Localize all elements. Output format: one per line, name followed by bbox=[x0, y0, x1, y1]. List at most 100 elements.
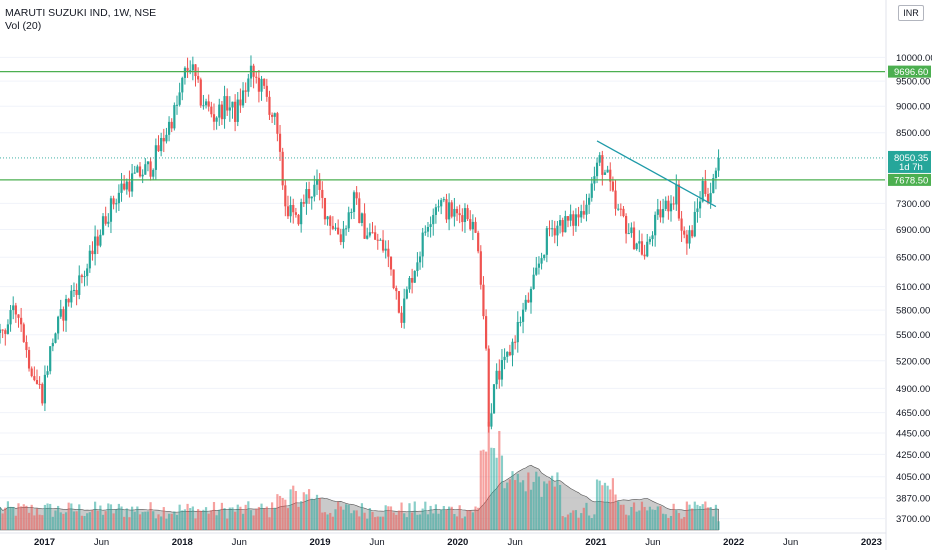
candle-body bbox=[659, 209, 662, 218]
candle-body bbox=[450, 202, 453, 217]
candle-body bbox=[38, 383, 41, 385]
volume-bar bbox=[191, 506, 194, 530]
candle-body bbox=[405, 289, 408, 299]
currency-button[interactable]: INR bbox=[898, 5, 924, 21]
candle-body bbox=[133, 172, 136, 174]
candle-body bbox=[426, 226, 430, 232]
candle-body bbox=[484, 316, 488, 349]
volume-indicator-label[interactable]: Vol (20) bbox=[5, 20, 42, 32]
volume-bar bbox=[471, 512, 474, 530]
volume-bar bbox=[352, 510, 356, 530]
candle-body bbox=[41, 384, 44, 404]
candle-body bbox=[551, 228, 554, 230]
volume-bar bbox=[210, 510, 213, 530]
volume-bar bbox=[516, 473, 519, 530]
volume-bar bbox=[611, 478, 614, 530]
price-axis[interactable]: 10000.00 9500.00 9000.00 8500.00 7300.00 6900… bbox=[885, 0, 932, 550]
candle-body bbox=[4, 330, 7, 334]
candle-body bbox=[344, 228, 348, 230]
volume-bar bbox=[461, 518, 464, 530]
candle-body bbox=[170, 121, 173, 129]
volume-bar bbox=[228, 507, 231, 530]
volume-bar bbox=[35, 508, 39, 530]
volume-bar bbox=[273, 507, 276, 530]
candle-body bbox=[471, 221, 474, 230]
volume-bar bbox=[284, 499, 287, 530]
candle-body bbox=[236, 99, 239, 122]
volume-bar bbox=[683, 517, 686, 530]
candle-body bbox=[588, 197, 591, 205]
candle-body bbox=[94, 236, 97, 255]
volume-bar bbox=[12, 506, 15, 530]
volume-bar bbox=[334, 509, 337, 530]
volume-bar bbox=[595, 479, 599, 530]
candle-body bbox=[580, 211, 583, 218]
volume-bar bbox=[80, 515, 83, 530]
volume-bar bbox=[342, 509, 345, 530]
volume-bar bbox=[572, 510, 575, 530]
volume-bar bbox=[524, 491, 527, 530]
candle-body bbox=[49, 346, 52, 372]
volume-bar bbox=[96, 510, 99, 530]
candle-body bbox=[627, 233, 630, 235]
candle-body bbox=[474, 221, 477, 233]
candle-body bbox=[709, 193, 712, 203]
volume-bar bbox=[20, 506, 23, 530]
volume-bar bbox=[326, 514, 329, 530]
volume-bar bbox=[698, 506, 702, 530]
volume-bar bbox=[313, 499, 316, 530]
candle-body bbox=[96, 236, 99, 246]
candle-body bbox=[33, 376, 36, 381]
volume-bar bbox=[387, 506, 390, 530]
candle-body bbox=[381, 239, 385, 251]
trend-line-group[interactable] bbox=[596, 140, 717, 208]
volume-bar bbox=[437, 513, 440, 530]
volume-bar bbox=[458, 505, 461, 530]
candle-body bbox=[120, 183, 123, 193]
volume-bar bbox=[455, 516, 459, 530]
volume-bar bbox=[463, 516, 467, 530]
candle-body bbox=[59, 309, 62, 317]
candle-body bbox=[434, 207, 437, 215]
volume-bar bbox=[574, 510, 578, 530]
candle-body bbox=[553, 228, 556, 236]
volume-bar bbox=[648, 506, 651, 530]
candle-body bbox=[173, 105, 176, 129]
symbol-title[interactable]: MARUTI SUZUKI IND, 1W, NSE bbox=[5, 7, 157, 19]
candle-body bbox=[461, 215, 464, 223]
volume-bar bbox=[688, 504, 691, 530]
candle-body bbox=[590, 183, 593, 198]
candle-body bbox=[574, 214, 578, 226]
volume-bar bbox=[588, 515, 591, 530]
volume-bar bbox=[405, 517, 408, 530]
volume-bar bbox=[249, 510, 253, 530]
candle-body bbox=[130, 173, 134, 192]
candle-body bbox=[14, 305, 17, 315]
volume-bar bbox=[498, 430, 501, 530]
candle-body bbox=[387, 248, 390, 257]
volume-bar bbox=[677, 513, 681, 530]
volume-bar bbox=[421, 508, 424, 530]
candle-body bbox=[527, 299, 530, 303]
candle-body bbox=[241, 90, 245, 106]
volume-bar bbox=[535, 471, 538, 530]
time-axis[interactable]: 2017 Jun 2018 Jun 2019 Jun 2020 Jun 2021 Jun 2022 J… bbox=[0, 532, 886, 548]
candle-body bbox=[503, 356, 506, 361]
price-tick-label: 5800.00 bbox=[896, 306, 930, 317]
volume-bar bbox=[120, 506, 123, 530]
volume-bar bbox=[646, 510, 649, 530]
candle-body bbox=[630, 227, 633, 234]
volume-bar bbox=[160, 516, 163, 530]
candle-body bbox=[498, 370, 501, 380]
horizontal-levels[interactable] bbox=[0, 71, 885, 181]
volume-bar bbox=[614, 494, 617, 530]
volume-bar bbox=[318, 497, 321, 530]
candle-body bbox=[403, 298, 406, 323]
candle-body bbox=[540, 258, 543, 264]
volume-bar bbox=[495, 457, 498, 530]
candle-body bbox=[136, 166, 139, 173]
volume-bar bbox=[448, 506, 451, 530]
volume-bar bbox=[622, 504, 625, 530]
